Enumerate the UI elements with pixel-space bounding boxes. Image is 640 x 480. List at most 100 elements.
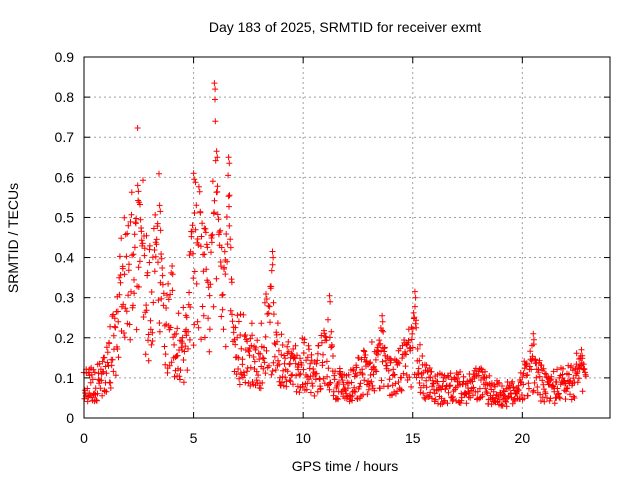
data-point <box>114 346 121 352</box>
data-point <box>199 220 206 227</box>
data-point <box>177 376 183 383</box>
data-point <box>141 245 148 252</box>
data-point <box>179 340 186 347</box>
data-point <box>520 381 527 388</box>
data-point <box>368 339 375 345</box>
data-point <box>181 348 188 355</box>
data-point <box>554 366 561 373</box>
data-point <box>320 375 327 382</box>
data-point <box>247 335 254 342</box>
data-point <box>96 360 103 367</box>
data-point <box>530 336 537 343</box>
data-point <box>226 192 233 199</box>
data-point <box>483 389 490 395</box>
data-point <box>578 346 585 353</box>
data-point <box>364 391 371 398</box>
data-point <box>519 374 526 381</box>
data-point <box>527 348 534 355</box>
data-point <box>492 383 498 390</box>
data-point <box>131 231 138 238</box>
data-point <box>284 343 291 350</box>
data-point <box>321 330 328 337</box>
data-point <box>379 327 385 334</box>
data-point <box>362 352 369 358</box>
data-point <box>235 366 242 372</box>
data-point <box>438 395 445 402</box>
data-point <box>207 281 214 288</box>
data-point <box>218 313 225 320</box>
data-point <box>307 389 314 396</box>
data-point <box>259 379 266 386</box>
data-point <box>413 324 420 331</box>
data-point <box>146 259 153 266</box>
data-point <box>186 336 193 343</box>
data-point <box>275 357 281 364</box>
data-point <box>247 382 254 389</box>
data-point <box>201 251 208 258</box>
data-point <box>330 353 336 359</box>
data-point <box>240 311 247 318</box>
data-point <box>277 374 283 381</box>
data-point <box>182 343 189 350</box>
data-point <box>262 370 269 377</box>
data-point <box>579 388 586 395</box>
data-point <box>402 348 409 355</box>
data-point <box>198 233 205 240</box>
data-point <box>326 334 333 341</box>
data-point <box>160 290 167 297</box>
data-point <box>146 242 153 249</box>
data-point <box>419 374 425 381</box>
data-point <box>510 396 517 403</box>
data-point <box>567 391 573 398</box>
data-point <box>396 360 403 367</box>
data-point <box>170 334 177 341</box>
data-point <box>395 359 402 366</box>
data-point <box>158 255 165 262</box>
x-tick-label: 15 <box>405 430 421 446</box>
data-point <box>223 231 230 237</box>
data-point <box>227 307 234 314</box>
x-tick-label: 0 <box>80 430 88 446</box>
data-point <box>453 397 460 404</box>
data-point <box>265 302 272 309</box>
data-point <box>130 251 137 258</box>
data-point <box>190 275 197 282</box>
data-point <box>213 275 220 282</box>
data-point <box>518 392 525 398</box>
grid <box>84 57 610 418</box>
data-point <box>215 216 222 223</box>
data-point <box>370 371 377 378</box>
data-point <box>529 389 536 395</box>
data-point <box>249 332 256 339</box>
data-point <box>179 334 186 341</box>
data-point <box>133 215 140 222</box>
data-point <box>224 241 231 248</box>
data-point <box>236 381 243 388</box>
data-point <box>390 366 397 373</box>
data-point <box>213 148 220 155</box>
data-point <box>121 334 128 341</box>
data-point <box>297 355 303 362</box>
data-point <box>525 380 532 387</box>
data-point <box>225 154 232 161</box>
data-point <box>85 369 92 376</box>
data-point <box>478 365 484 372</box>
data-point <box>509 378 516 385</box>
data-point <box>191 321 198 328</box>
data-point <box>128 288 134 295</box>
data-point <box>375 348 382 355</box>
data-point <box>411 288 418 295</box>
data-point <box>98 377 105 384</box>
data-point <box>538 362 545 369</box>
data-point <box>220 326 227 333</box>
data-point <box>560 365 566 372</box>
data-point <box>457 368 464 375</box>
data-point <box>573 350 580 357</box>
y-tick-label: 0.4 <box>55 250 75 266</box>
data-point <box>209 178 216 185</box>
data-point <box>398 386 404 393</box>
data-point <box>123 308 130 315</box>
data-points <box>80 80 589 410</box>
data-point <box>460 373 467 380</box>
data-point <box>225 193 232 200</box>
